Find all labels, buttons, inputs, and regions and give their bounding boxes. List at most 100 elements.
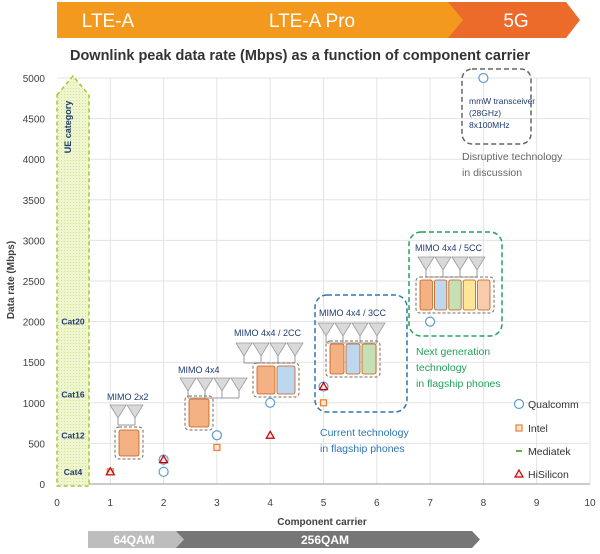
ue-category-cat12: Cat12: [61, 430, 84, 440]
antenna-icon: [269, 342, 287, 357]
y-tick-label: 3000: [23, 236, 46, 247]
antenna-icon: [235, 342, 253, 357]
x-tick-label: 9: [534, 498, 540, 509]
y-tick-label: 4000: [23, 155, 46, 166]
antenna-icon: [334, 322, 352, 337]
banner-segment-lte-a: [57, 2, 170, 38]
antenna-icon: [417, 256, 435, 271]
y-tick-label: 5000: [23, 74, 46, 85]
mmw-line-1: mmW transceiver: [469, 96, 535, 106]
x-axis-label: Component carrier: [277, 517, 367, 528]
y-tick-label: 3500: [23, 196, 46, 207]
banner: LTE-A LTE-A Pro 5G: [57, 2, 580, 38]
ue-category-levels: Cat4 Cat12 Cat16 Cat20: [61, 317, 84, 477]
component-carrier-block: [256, 365, 276, 395]
x-tick-label: 6: [374, 498, 380, 509]
legend-marker-qualcomm: [513, 398, 525, 410]
config-1: MIMO 2x2: [107, 392, 149, 460]
legend-marker-intel: [515, 424, 523, 432]
y-tick-label: 2000: [23, 318, 46, 329]
disruptive-line-2: in discussion: [462, 167, 522, 179]
component-carrier-block: [276, 365, 296, 395]
antenna-icon: [434, 256, 452, 271]
x-axis-ticks: 0 1 2 3 4 5 6 7 8 9 10: [54, 498, 596, 509]
next-generation-box: [408, 231, 503, 337]
chart-title: Downlink peak data rate (Mbps) as a func…: [70, 48, 530, 64]
banner-label-lte-a: LTE-A: [82, 11, 135, 32]
config-label: MIMO 2x2: [107, 392, 149, 402]
legend-marker-hisilicon: [513, 468, 525, 478]
modulation-256qam-band: [176, 531, 480, 548]
x-tick-label: 5: [321, 498, 327, 509]
x-tick-label: 7: [427, 498, 433, 509]
point-intel: [319, 399, 328, 407]
modulation-64qam-label: 64QAM: [113, 533, 154, 547]
cc-frame: [252, 362, 300, 398]
point-hisilicon: [318, 381, 329, 391]
ue-category-cat4: Cat4: [64, 467, 83, 477]
current-technology-line-2: in flagship phones: [320, 443, 405, 455]
cc-frame: [325, 340, 381, 378]
legend-item-qualcomm: Qualcomm: [513, 398, 579, 411]
component-carrier-block: [433, 279, 448, 311]
x-tick-label: 2: [161, 498, 167, 509]
point-qualcomm: [158, 466, 169, 477]
y-tick-label: 1500: [23, 358, 46, 369]
point-qualcomm: [211, 430, 222, 441]
legend-item-mediatek: Mediatek: [516, 446, 571, 458]
point-qualcomm: [265, 397, 276, 408]
disruptive-line-1: Disruptive technology: [462, 151, 563, 163]
y-tick-label: 1000: [23, 399, 46, 410]
disruptive-annotation: Disruptive technology in discussion: [462, 151, 563, 179]
mmw-annotation: mmW transceiver (28GHz) 8x100MHz: [469, 96, 535, 130]
config-5: MIMO 4x4 / 5CC: [415, 243, 495, 314]
ue-category-arrow: UE category: [56, 74, 90, 487]
x-tick-label: 10: [584, 498, 596, 509]
config-3: MIMO 4x4 / 2CC: [234, 328, 304, 398]
ue-category-cat20: Cat20: [61, 317, 84, 327]
x-tick-label: 1: [108, 498, 114, 509]
cc-frame: [184, 395, 214, 431]
illustrations: MIMO 2x2 MIMO 4x4 MIMO 4x4 / 2CC MIMO 4x4 /…: [107, 243, 495, 460]
x-tick-label: 0: [54, 498, 60, 509]
modulation-64qam-band: [88, 531, 186, 548]
antenna-icon: [126, 404, 144, 419]
ue-category-label: UE category: [63, 101, 73, 154]
antenna-icon: [179, 377, 197, 392]
legend-label-mediatek: Mediatek: [528, 446, 571, 458]
current-technology-annotation: Current technology in flagship phones: [320, 427, 409, 455]
legend-label-qualcomm: Qualcomm: [528, 399, 579, 411]
banner-label-lte-a-pro: LTE-A Pro: [269, 11, 355, 32]
x-tick-label: 8: [481, 498, 487, 509]
next-generation-annotation: Next generation technology in flagship p…: [416, 346, 501, 390]
antenna-icon: [213, 377, 231, 392]
y-tick-label: 2500: [23, 277, 46, 288]
next-generation-line-1: Next generation: [416, 346, 490, 358]
legend-label-hisilicon: HiSilicon: [528, 469, 569, 481]
next-generation-line-2: technology: [416, 362, 468, 374]
modulation-bar: 64QAM 256QAM: [88, 531, 480, 548]
antenna-icon: [317, 322, 335, 337]
component-carrier-block: [462, 279, 477, 311]
antenna-icon: [351, 322, 369, 337]
antenna-icon: [109, 404, 127, 419]
component-carrier-block: [188, 398, 210, 428]
component-carrier-block: [345, 343, 361, 375]
mmw-transceiver-box: [461, 68, 532, 145]
y-tick-label: 0: [39, 480, 45, 491]
component-carrier-block: [329, 343, 345, 375]
antenna-icon: [252, 342, 270, 357]
antenna-icon: [286, 342, 304, 357]
y-axis-ticks: 0 500 1000 1500 2000 2500 3000 3500 4000 4500 5000: [23, 74, 46, 491]
component-carrier-block: [118, 429, 140, 457]
component-carrier-block: [448, 279, 462, 311]
component-carrier-block: [477, 279, 491, 311]
antenna-icon: [230, 377, 248, 392]
point-qualcomm: [425, 316, 436, 327]
config-label: MIMO 4x4 / 2CC: [234, 328, 302, 338]
point-hisilicon: [265, 430, 276, 439]
mmw-line-2: (28GHz): [469, 108, 501, 118]
point-hisilicon: [105, 466, 116, 476]
mmw-line-3: 8x100MHz: [469, 120, 510, 130]
